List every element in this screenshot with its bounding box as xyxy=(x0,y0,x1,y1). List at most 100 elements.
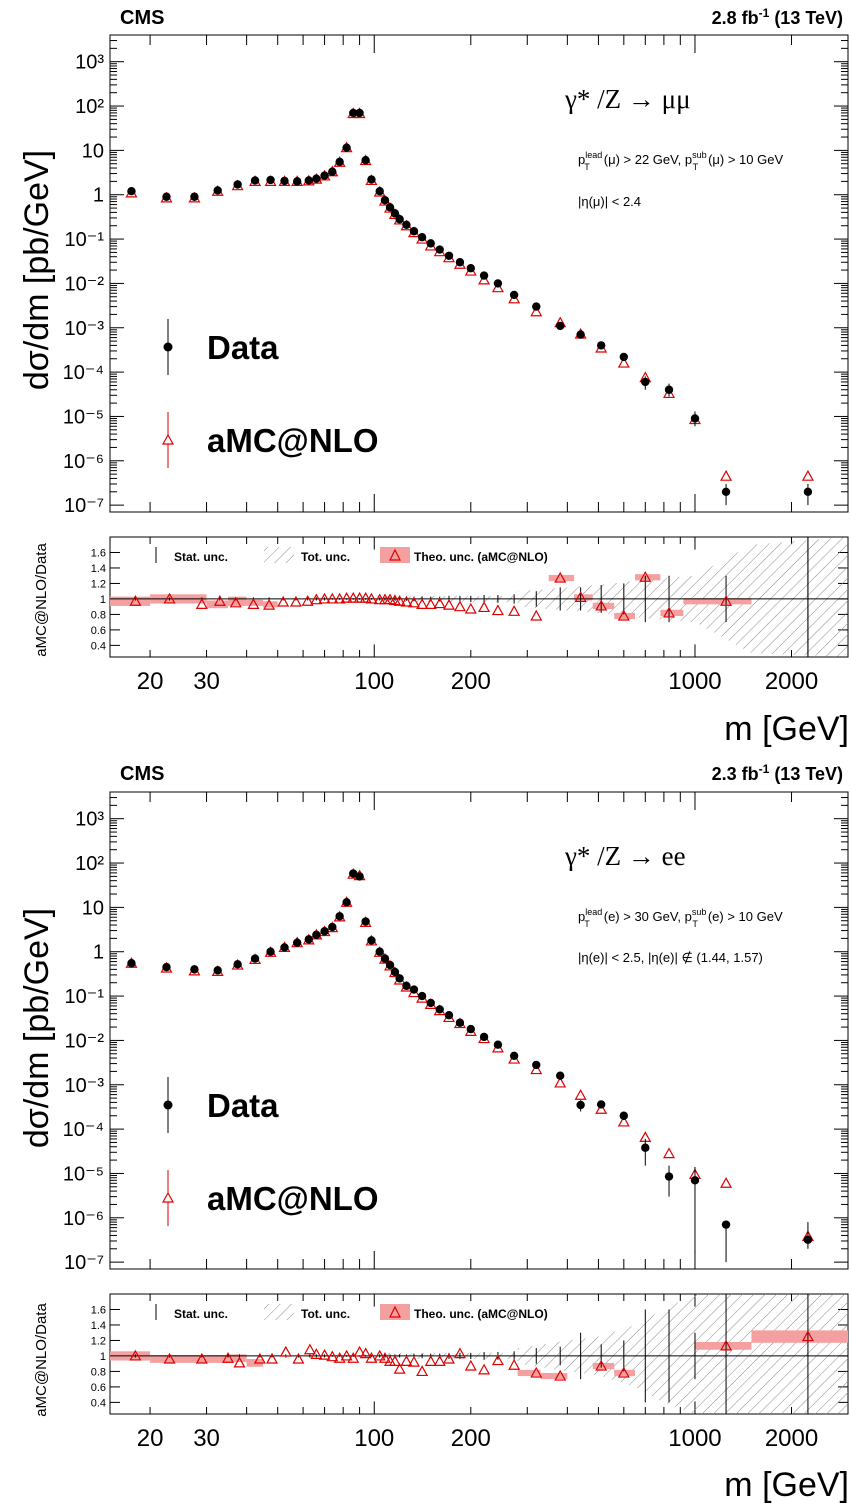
total-uncertainty-band xyxy=(517,1294,848,1414)
ratio-point xyxy=(195,598,208,609)
x-tick-label: 1000 xyxy=(668,1425,721,1452)
x-tick-label: 100 xyxy=(354,1425,394,1452)
data-point xyxy=(355,108,364,118)
ratio-point xyxy=(663,606,676,618)
data-point xyxy=(641,377,650,387)
legend-data-label: Data xyxy=(207,1087,279,1124)
legend-mc-label: aMC@NLO xyxy=(207,1180,379,1217)
data-point xyxy=(292,938,302,947)
ratio-point xyxy=(595,1359,608,1371)
data-point xyxy=(312,930,321,940)
y-tick-label: 10⁻⁶ xyxy=(63,451,104,473)
legend-mc-label: aMC@NLO xyxy=(207,422,379,459)
ratio-point xyxy=(720,595,733,606)
data-point xyxy=(280,943,289,952)
ratio-point xyxy=(353,591,366,603)
data-point xyxy=(426,239,435,248)
main-plot-frame xyxy=(109,791,849,1270)
theory-band xyxy=(263,601,278,608)
ratio-point xyxy=(424,598,437,609)
ratio-point xyxy=(195,1352,208,1364)
ratio-point xyxy=(617,1366,630,1378)
ratio-point xyxy=(213,595,226,606)
data-point xyxy=(233,180,242,189)
ratio-point xyxy=(347,1352,360,1363)
data-point xyxy=(328,167,337,176)
theory-band xyxy=(150,1355,207,1363)
data-point xyxy=(721,1220,731,1229)
data-point xyxy=(479,271,489,280)
data-point xyxy=(556,321,565,331)
x-axis-label: m [GeV] xyxy=(724,710,849,748)
ratio-point xyxy=(393,1362,406,1374)
ratio-legend-stat: Stat. unc. xyxy=(174,550,228,564)
ratio-legend-tot: Tot. unc. xyxy=(301,550,350,564)
data-point xyxy=(304,176,313,185)
data-point xyxy=(466,1024,475,1034)
cut-label-1: plead T (e) > 30 GeV, psub T (e) > 10 GeV xyxy=(578,907,783,929)
ratio-point xyxy=(491,604,504,616)
ratio-point xyxy=(303,1343,316,1355)
y-tick-label: 10⁻⁶ xyxy=(63,1208,104,1230)
ratio-point xyxy=(530,1366,543,1378)
ratio-tick-label: 1.4 xyxy=(91,1320,106,1332)
mc-point xyxy=(720,469,733,481)
lumi-label: 2.3 fb-1 (13 TeV) xyxy=(712,762,843,784)
y-tick-label: 1 xyxy=(93,942,104,964)
ratio-point xyxy=(407,1355,420,1367)
data-point xyxy=(162,192,171,201)
data-point xyxy=(380,954,390,963)
y-tick-label: 10 xyxy=(82,140,104,162)
y-tick-label: 10⁻¹ xyxy=(65,229,105,251)
data-point xyxy=(127,959,136,968)
y-axis-label: dσ/dm [pb/GeV] xyxy=(18,150,56,390)
ratio-tick-label: 0.6 xyxy=(91,1382,106,1394)
data-point xyxy=(335,157,344,167)
energy-label: (13 TeV) xyxy=(774,764,843,784)
ratio-legend-theo: Theo. unc. (aMC@NLO) xyxy=(414,550,548,564)
ratio-point xyxy=(424,1355,437,1366)
data-point xyxy=(596,1100,606,1109)
y-tick-label: 10³ xyxy=(75,809,104,831)
y-tick-label: 10⁻⁷ xyxy=(64,495,104,517)
data-point xyxy=(342,143,351,152)
data-point xyxy=(190,192,199,201)
ratio-legend-stat: Stat. unc. xyxy=(174,1307,228,1321)
data-point xyxy=(349,869,358,878)
ratio-point xyxy=(263,598,276,610)
ratio-y-axis-label: aMC@NLO/Data xyxy=(33,543,50,657)
data-point xyxy=(556,1071,565,1080)
ratio-y-axis-label: aMC@NLO/Data xyxy=(33,1303,50,1417)
ratio-legend-theo-marker xyxy=(389,548,401,561)
ratio-point xyxy=(554,571,567,583)
theory-band xyxy=(228,1354,247,1363)
ratio-point xyxy=(464,1359,477,1371)
mc-point xyxy=(663,1147,676,1159)
data-point xyxy=(803,1235,813,1244)
ratio-point xyxy=(310,593,323,605)
ratio-point xyxy=(229,596,242,608)
theory-band xyxy=(548,574,575,582)
mc-point xyxy=(595,1103,608,1114)
data-point xyxy=(721,487,731,496)
ratio-point xyxy=(310,1348,323,1359)
x-tick-label: 100 xyxy=(354,668,394,695)
data-point xyxy=(361,917,370,926)
data-point xyxy=(690,1176,700,1185)
mc-point xyxy=(554,1076,567,1088)
lumi-value: 2.8 xyxy=(712,8,737,28)
cut-label-2: |η(μ)| < 2.4 xyxy=(578,194,641,209)
total-uncertainty-band xyxy=(517,537,848,657)
mc-point xyxy=(617,1115,630,1127)
data-point xyxy=(455,258,465,267)
theory-band xyxy=(110,596,151,606)
data-point xyxy=(320,927,329,936)
x-tick-label: 30 xyxy=(193,1425,220,1452)
data-point xyxy=(417,233,427,242)
data-point xyxy=(367,175,376,184)
cut-label-1: plead T (μ) > 22 GeV, psub T (μ) > 10 GeV xyxy=(578,150,783,172)
data-point xyxy=(444,251,454,260)
ratio-point xyxy=(508,1358,521,1370)
data-point xyxy=(402,220,411,229)
